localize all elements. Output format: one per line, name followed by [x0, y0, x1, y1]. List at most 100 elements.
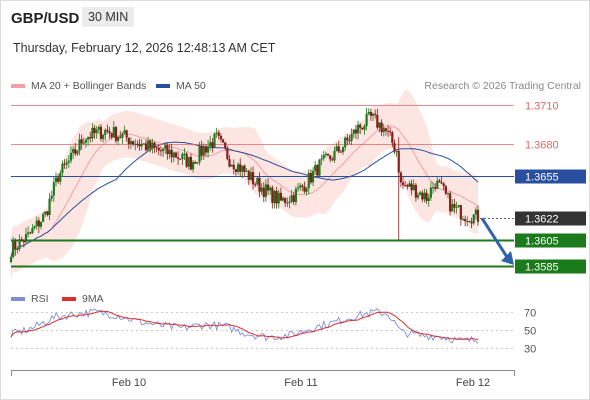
candle-body — [374, 113, 377, 115]
candle-body — [194, 162, 197, 164]
candle-body — [427, 197, 430, 201]
resistance-2-label: 1.3710 — [525, 101, 559, 113]
legend-ma50-label: MA 50 — [176, 80, 206, 92]
candle-body — [106, 129, 109, 132]
legend-ma50: MA 50 — [156, 80, 206, 92]
rsi-ma-line — [10, 310, 479, 341]
candle-body — [142, 143, 145, 145]
candle-body — [431, 187, 435, 189]
candle-body — [341, 147, 345, 153]
candle-body — [260, 187, 263, 192]
candle-body — [127, 137, 130, 144]
candle-body — [179, 158, 182, 160]
candle-body — [215, 132, 218, 134]
candle-body — [318, 159, 321, 176]
candle-body — [361, 127, 364, 130]
candle-body — [219, 135, 223, 140]
rsi-ma-swatch — [62, 297, 76, 301]
candle-body — [217, 132, 220, 136]
candle-body — [444, 186, 447, 194]
bollinger-band — [11, 89, 478, 281]
candle-body — [389, 131, 392, 133]
candle-body — [421, 192, 424, 200]
candle-body — [363, 125, 366, 130]
candle-body — [20, 239, 23, 241]
candle-body — [314, 165, 317, 172]
candle-body — [331, 159, 334, 161]
candle-body — [155, 147, 158, 149]
candle-body — [161, 148, 165, 151]
candle-body — [271, 187, 274, 203]
candle-body — [254, 184, 257, 186]
rsi-swatch — [11, 297, 25, 301]
legend-rsi-label: RSI — [31, 293, 49, 305]
candle-body — [174, 152, 178, 158]
candle-body — [277, 192, 280, 204]
candle-body — [307, 173, 310, 189]
forecast-arrow-shaft — [480, 217, 509, 258]
candle-body — [401, 182, 405, 186]
candle-body — [104, 129, 107, 135]
candle-body — [273, 190, 276, 203]
candle-body — [425, 192, 428, 201]
candle-body — [367, 111, 370, 114]
candle-body — [466, 220, 469, 222]
candle-body — [316, 165, 319, 176]
candle-body — [221, 139, 225, 143]
candle-body — [386, 130, 390, 132]
candle-body — [27, 232, 30, 235]
candle-body — [239, 164, 242, 172]
candle-body — [397, 150, 400, 173]
candle-body — [134, 143, 137, 145]
candle-body — [442, 183, 445, 187]
candle-body — [112, 127, 115, 138]
candle-body — [78, 139, 81, 151]
candle-body — [119, 136, 122, 138]
candle-body — [153, 142, 156, 148]
ma50-level-label: 1.3655 — [525, 172, 559, 184]
candle-body — [200, 145, 203, 156]
candle-body — [352, 129, 355, 135]
candle-body — [82, 142, 85, 144]
candle-body — [114, 127, 118, 141]
symbol-title: GBP/USD — [11, 10, 80, 27]
candle-body — [48, 198, 51, 215]
candle-body — [22, 240, 25, 243]
candle-body — [191, 162, 195, 170]
candle-body — [228, 159, 231, 167]
candle-body — [464, 219, 467, 221]
candle-body — [438, 180, 441, 183]
candle-body — [412, 184, 415, 191]
candle-body — [69, 152, 73, 161]
timeframe-badge[interactable]: 30 MIN — [82, 7, 135, 27]
candle-body — [185, 153, 188, 167]
candle-body — [93, 127, 96, 134]
candle-body — [251, 172, 255, 185]
candle-body — [286, 202, 289, 204]
candle-body — [322, 154, 325, 159]
candle-body — [369, 111, 372, 116]
candle-body — [16, 248, 19, 250]
candle-body — [31, 228, 34, 233]
candle-body — [376, 114, 379, 128]
candle-body — [453, 203, 456, 208]
candle-body — [33, 226, 36, 229]
candle-body — [91, 127, 94, 139]
candle-body — [436, 180, 439, 189]
candle-body — [301, 185, 304, 187]
candle-body — [35, 220, 38, 227]
candle-body — [50, 195, 53, 199]
candle-body — [365, 113, 368, 126]
candle-body — [395, 150, 398, 152]
candle-body — [132, 141, 135, 145]
legend-rsi-ma-label: 9MA — [82, 293, 104, 305]
candle-body — [76, 150, 79, 154]
candle-body — [406, 185, 409, 187]
candle-body — [39, 221, 43, 227]
candle-body — [181, 153, 184, 160]
candle-body — [292, 195, 295, 203]
x-tick-label: Feb 11 — [284, 377, 317, 389]
candle-body — [455, 206, 458, 208]
candle-body — [346, 137, 349, 141]
